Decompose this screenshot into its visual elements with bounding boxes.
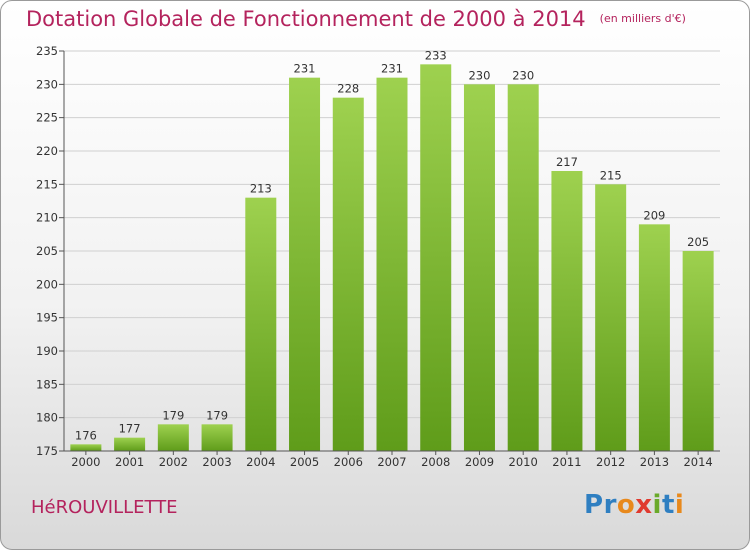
bar-value-label: 177 <box>119 422 141 436</box>
bar-value-label: 215 <box>600 168 622 182</box>
x-tick-label: 2013 <box>640 455 669 469</box>
chart-subtitle: (en milliers d'€) <box>599 12 686 25</box>
bar-value-label: 217 <box>556 155 578 169</box>
y-tick-label: 200 <box>36 277 58 291</box>
x-tick-label: 2001 <box>115 455 144 469</box>
bar-value-label: 230 <box>512 68 534 82</box>
x-tick-label: 2010 <box>509 455 538 469</box>
y-tick-label: 185 <box>36 377 58 391</box>
y-tick-label: 215 <box>36 177 58 191</box>
bar-value-label: 231 <box>381 62 403 76</box>
bar-2001 <box>114 437 146 451</box>
x-tick-label: 2008 <box>421 455 450 469</box>
bar-2008 <box>420 64 452 452</box>
bar-2014 <box>682 251 714 451</box>
title-text: Dotation Globale de Fonctionnement de 20… <box>26 7 586 31</box>
y-tick-label: 180 <box>36 411 58 425</box>
x-tick-label: 2004 <box>246 455 275 469</box>
x-tick-label: 2000 <box>71 455 100 469</box>
bar-2011 <box>551 171 583 451</box>
bar-2012 <box>595 184 627 452</box>
x-tick-label: 2006 <box>334 455 363 469</box>
logo-letter: i <box>652 490 662 520</box>
bar-value-label: 231 <box>294 62 316 76</box>
bars: 176 177 179 179 213 231 228 231 233 230 230 217 215 2… <box>70 48 714 452</box>
bar-2006 <box>332 97 364 452</box>
y-tick-label: 210 <box>36 211 58 225</box>
logo-letter: x <box>635 490 653 520</box>
bar-value-label: 205 <box>687 235 709 249</box>
x-tick-label: 2007 <box>377 455 406 469</box>
y-tick-label: 175 <box>36 444 58 458</box>
x-tick-label: 2003 <box>202 455 231 469</box>
x-tick-label: 2002 <box>159 455 188 469</box>
bar-2003 <box>201 424 233 451</box>
bar-value-label: 179 <box>162 408 184 422</box>
x-tick-label: 2011 <box>552 455 581 469</box>
bar-2007 <box>376 77 408 452</box>
bar-2009 <box>463 84 495 451</box>
chart-title: Dotation Globale de Fonctionnement de 20… <box>26 7 686 31</box>
commune-name: HéROUVILLETTE <box>31 497 178 518</box>
logo-letter: i <box>674 490 685 520</box>
logo-letter: o <box>616 490 636 520</box>
logo-letter: t <box>661 490 675 520</box>
x-axis: 2000 2001 2002 2003 2004 2005 2006 2007 2008 2009… <box>64 450 720 469</box>
bar-value-label: 213 <box>250 182 272 196</box>
bar-value-label: 179 <box>206 408 228 422</box>
logo-letter: r <box>603 490 617 520</box>
x-tick-label: 2012 <box>596 455 625 469</box>
bar-2013 <box>638 224 670 451</box>
y-tick-label: 235 <box>36 44 58 58</box>
x-tick-label: 2014 <box>683 455 712 469</box>
y-axis: 175 180 185 190 195 200 205 210 215 220 225 230 235 <box>36 44 65 458</box>
y-tick-label: 230 <box>36 77 58 91</box>
bar-value-label: 230 <box>468 68 490 82</box>
bar-value-label: 233 <box>425 48 447 62</box>
y-tick-label: 220 <box>36 144 58 158</box>
x-tick-label: 2009 <box>465 455 494 469</box>
bar-2010 <box>507 84 539 451</box>
y-tick-label: 205 <box>36 244 58 258</box>
y-tick-label: 190 <box>36 344 58 358</box>
bar-2005 <box>289 77 321 452</box>
x-tick-label: 2005 <box>290 455 319 469</box>
bar-value-label: 176 <box>75 428 97 442</box>
logo-letter: P <box>584 490 604 520</box>
y-tick-label: 195 <box>36 311 58 325</box>
bar-2002 <box>157 424 189 451</box>
y-tick-label: 225 <box>36 111 58 125</box>
bar-2000 <box>70 444 102 451</box>
bar-value-label: 228 <box>337 82 359 96</box>
proxiti-logo[interactable]: Proxiti <box>584 490 684 520</box>
bar-2004 <box>245 197 277 451</box>
bar-value-label: 209 <box>643 208 665 222</box>
